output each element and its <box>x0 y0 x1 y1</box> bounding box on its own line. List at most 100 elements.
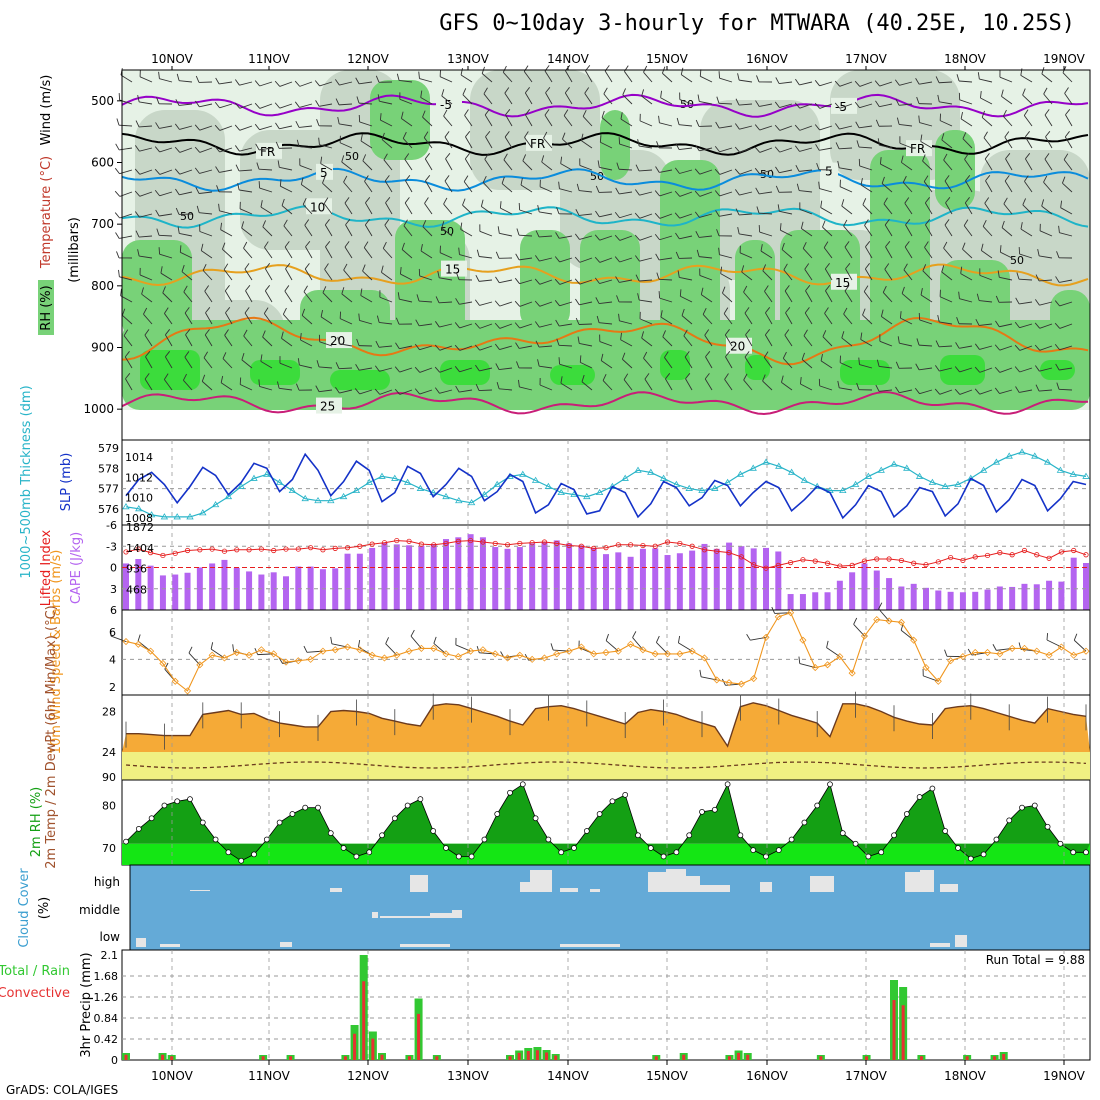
wind10m-barb-52-flag <box>746 633 751 641</box>
wind-speed-point-48 <box>713 676 721 684</box>
rh-green-area-14 <box>1050 290 1090 350</box>
precip-tick-label-0.84: 0.84 <box>94 1012 119 1025</box>
wind-barb-8-shaft <box>279 81 293 87</box>
wind-barb-712 <box>914 387 933 395</box>
wind-barb-675 <box>182 373 193 391</box>
li-tick-label-0: 0 <box>110 562 117 575</box>
wind-barb-402 <box>476 249 493 259</box>
li-point-45 <box>677 540 683 547</box>
cape-bar-44 <box>664 555 671 610</box>
wind-barb-695 <box>581 374 593 391</box>
wind-barb-591-flag <box>414 343 420 350</box>
wind-barb-233-shaft <box>943 159 953 171</box>
wind-barb-151 <box>255 143 273 151</box>
wind-barb-152 <box>275 141 293 149</box>
cape-tick-label-468: 468 <box>126 583 147 596</box>
wind-barb-137 <box>939 113 953 127</box>
wind-speed-point-17 <box>331 646 339 654</box>
wind-barb-202 <box>320 156 333 171</box>
wind10m-barb-42-shaft <box>632 637 644 651</box>
wind-barb-110-shaft <box>401 118 413 127</box>
wind-barb-364-flag <box>675 232 680 240</box>
wind-barb-578-flag <box>165 329 171 336</box>
wind-barb-509-flag <box>700 287 704 295</box>
wind-barb-283-flag <box>985 175 991 182</box>
precip-conv-bar-61 <box>682 1054 686 1060</box>
temp-series-line <box>126 702 1087 748</box>
wind-barb-187 <box>983 131 993 149</box>
wind-barb-555-shaft <box>660 316 673 325</box>
wind-barb-530-shaft <box>164 313 173 325</box>
wind-barb-210-shaft <box>484 158 493 171</box>
wind-barb-643-shaft <box>499 367 513 371</box>
wind-barb-631-flag <box>260 354 263 362</box>
wind-barb-216-flag <box>597 160 600 168</box>
wind-barb-124-flag <box>676 117 680 125</box>
wind-barb-82-shaft <box>799 103 813 109</box>
wind-barb-508-flag <box>679 289 682 297</box>
wind-barb-53-flag <box>214 101 220 109</box>
wind-barb-22-shaft <box>565 70 573 83</box>
wind-barb-184-shaft <box>920 141 933 149</box>
wind-barb-272-flag <box>755 187 760 195</box>
wind-barb-150-flag <box>234 145 240 152</box>
cloud-low-bar-5 <box>930 943 950 947</box>
wind-barb-9 <box>294 80 313 87</box>
li-point-35 <box>554 540 560 547</box>
wind-barb-148-shaft <box>199 147 213 153</box>
wind-barb-114-shaft <box>484 114 493 127</box>
wind10m-barb-6-shaft <box>188 652 201 666</box>
wind-barb-139-shaft <box>981 117 993 127</box>
wind-barb-534-flag <box>244 307 250 314</box>
wind-barb-496 <box>435 296 453 304</box>
wind-barb-59-shaft <box>338 103 353 106</box>
wind-barb-120 <box>601 110 613 127</box>
wind-barb-140 <box>1002 109 1013 127</box>
wind-speed-point-33 <box>528 655 536 663</box>
wind-barb-597-shaft <box>539 345 553 348</box>
cloud-high-bar-10 <box>700 885 730 892</box>
wind-speed-point-7 <box>208 651 216 659</box>
wind-barb-334 <box>1041 199 1053 215</box>
precip-conv-bar-32 <box>417 1013 421 1060</box>
wind-barb-232-flag <box>922 154 926 162</box>
wind-barb-293-shaft <box>219 210 233 215</box>
rh-bright-area-9 <box>1040 360 1075 380</box>
wind10m-barb-46-flag <box>677 635 681 643</box>
wind-barb-376-shaft <box>925 224 933 237</box>
wind-barb-409-flag <box>614 256 620 263</box>
wind-barb-37-flag <box>854 80 861 87</box>
wind-barb-140-flag <box>1002 109 1007 117</box>
li-point-52 <box>763 565 769 571</box>
li-point-5 <box>184 547 191 554</box>
wind-barb-550-shaft <box>559 323 573 327</box>
wind-barb-417-flag <box>781 242 785 250</box>
wind-barb-350-flag <box>403 219 408 227</box>
rh2m-point-1 <box>135 826 142 832</box>
wind-barb-339-flag <box>177 226 180 234</box>
rh2m-point-48 <box>737 832 744 839</box>
wind-barb-380 <box>1001 220 1013 237</box>
wind-barb-499-flag <box>494 300 501 307</box>
wind-barb-495 <box>416 294 433 303</box>
wind-barb-607 <box>745 329 753 347</box>
wind-barb-500-shaft <box>519 301 533 307</box>
wind-barb-561-flag <box>785 307 791 314</box>
wind-barb-514 <box>805 285 813 303</box>
wind-barb-238-shaft <box>1044 158 1053 171</box>
rh2m-point-40 <box>635 832 641 839</box>
wind-barb-136 <box>918 115 933 127</box>
li-point-77 <box>1071 547 1077 554</box>
rh2m-point-33 <box>545 836 552 843</box>
wind-barb-362-shaft <box>639 235 653 241</box>
wind-barb-414-flag <box>718 247 720 255</box>
wind-barb-174-shaft <box>719 147 733 153</box>
wind-barb-214-flag <box>560 156 563 164</box>
wind-barb-71 <box>584 87 593 105</box>
rh2m-point-24 <box>430 828 437 834</box>
wind-barb-269-flag <box>694 190 701 197</box>
wind-barb-531-flag <box>184 307 190 314</box>
cape-bar-47 <box>701 543 708 610</box>
thickness-point-34 <box>557 488 565 496</box>
wind-barb-65-shaft <box>462 94 473 105</box>
